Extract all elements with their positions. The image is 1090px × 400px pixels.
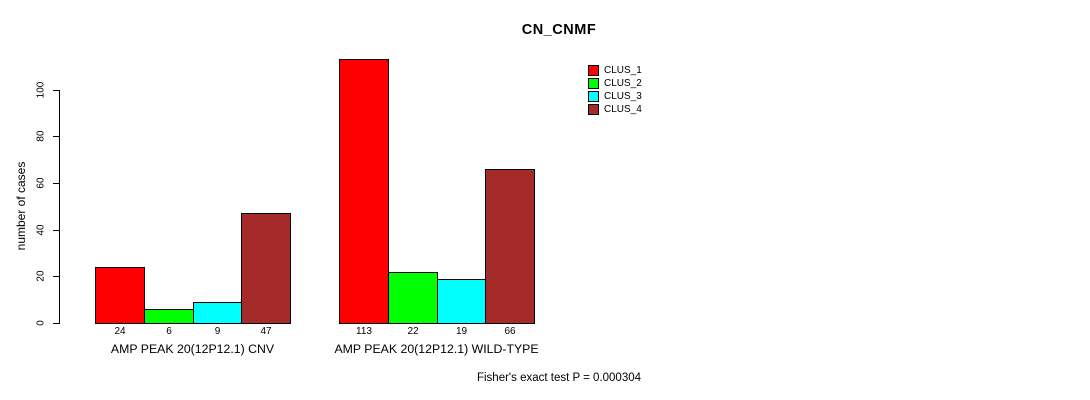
y-axis-tick [53, 230, 59, 231]
y-axis-label: number of cases [14, 161, 28, 251]
bar-clus_4-group2 [485, 169, 535, 324]
legend-swatch-clus_2 [588, 77, 599, 89]
y-axis-tick [53, 323, 59, 324]
bar-value-label: 66 [504, 326, 516, 337]
bar-clus_2-group2 [388, 272, 438, 324]
legend-swatch-clus_4 [588, 103, 599, 115]
bar-clus_4-group1 [241, 213, 291, 324]
bar-value-label: 47 [260, 326, 272, 337]
bar-value-label: 113 [356, 326, 372, 337]
y-axis-tick-label: 100 [35, 81, 47, 99]
y-axis-tick-label: 60 [35, 177, 47, 189]
y-axis-tick-label: 0 [35, 320, 47, 326]
x-axis-group-label: AMP PEAK 20(12P12.1) CNV [110, 342, 275, 356]
legend-swatch-clus_1 [588, 64, 599, 76]
legend-item-clus_1: CLUS_1 [588, 64, 642, 76]
bar-value-label: 24 [114, 326, 126, 337]
y-axis-tick-label: 20 [35, 270, 47, 282]
y-axis-tick [53, 90, 59, 91]
bar-value-label: 9 [214, 326, 221, 337]
legend-item-clus_4: CLUS_4 [588, 103, 642, 115]
legend-swatch-clus_3 [588, 90, 599, 102]
bar-value-label: 22 [407, 326, 419, 337]
fisher-test-annotation: Fisher's exact test P = 0.000304 [476, 372, 642, 384]
legend-item-clus_3: CLUS_3 [588, 90, 642, 102]
y-axis-tick-label: 80 [35, 130, 47, 142]
bar-value-label: 19 [455, 326, 468, 337]
legend-label: CLUS_1 [604, 64, 642, 76]
y-axis-tick [53, 183, 59, 184]
chart-title: CN_CNMF [521, 22, 597, 38]
y-axis-tick [53, 276, 59, 277]
bar-clus_3-group1 [193, 302, 242, 324]
legend-label: CLUS_2 [604, 77, 642, 89]
bar-clus_2-group1 [144, 309, 194, 324]
legend-item-clus_2: CLUS_2 [588, 77, 642, 89]
y-axis-line [59, 90, 60, 324]
y-axis-tick-label: 40 [35, 224, 47, 236]
bar-clus_1-group2 [339, 59, 389, 324]
y-axis-tick [53, 136, 59, 137]
bar-value-label: 6 [166, 326, 172, 337]
x-axis-group-label: AMP PEAK 20(12P12.1) WILD-TYPE [334, 342, 539, 356]
bar-clus_3-group2 [437, 279, 486, 324]
legend-label: CLUS_4 [604, 103, 642, 115]
bar-clus_1-group1 [95, 267, 145, 324]
legend-label: CLUS_3 [604, 90, 642, 102]
